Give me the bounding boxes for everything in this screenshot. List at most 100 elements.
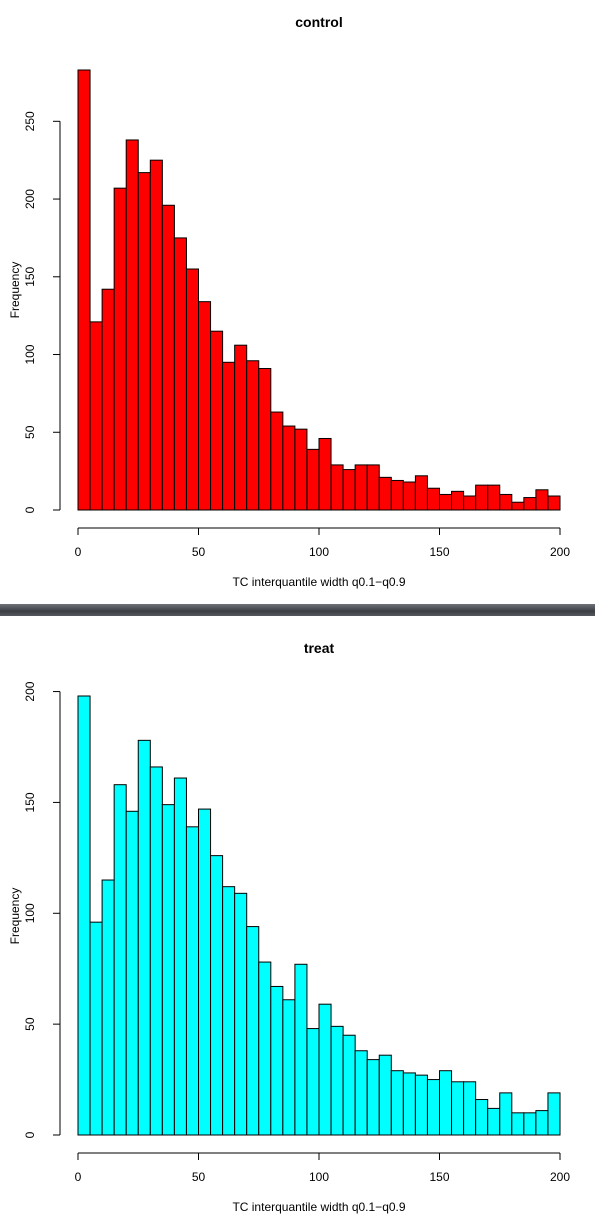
- bar: [149, 159, 163, 511]
- bar: [246, 926, 260, 1136]
- bar: [173, 237, 187, 511]
- bar: [222, 886, 236, 1136]
- bar: [113, 187, 127, 511]
- chart-title: control: [295, 14, 342, 30]
- x-tick-label: 100: [309, 545, 329, 559]
- bar: [89, 921, 103, 1136]
- y-tick-label: 50: [23, 425, 37, 439]
- y-axis: 0 50 100 150 200: [23, 681, 61, 1138]
- bar: [402, 481, 416, 511]
- bar: [258, 368, 272, 511]
- bar: [318, 437, 332, 511]
- bar: [137, 172, 151, 511]
- bar: [390, 1070, 404, 1136]
- bar: [198, 808, 212, 1136]
- bar: [270, 411, 284, 511]
- bar: [101, 879, 115, 1136]
- x-tick-label: 50: [192, 1170, 206, 1184]
- bar: [499, 493, 513, 511]
- y-axis: 0 50 100 150 200 250: [23, 111, 61, 513]
- bar: [210, 330, 224, 511]
- bar: [185, 268, 199, 511]
- bar: [378, 476, 392, 511]
- bar: [378, 1054, 392, 1136]
- bar: [113, 784, 127, 1136]
- bar: [487, 1107, 501, 1136]
- bar: [511, 501, 525, 511]
- bar: [366, 1059, 380, 1136]
- chart-panel-treat: treat TC interquantile width q0.1−q0.9 F…: [0, 616, 595, 1226]
- bar: [246, 360, 260, 511]
- bar: [451, 490, 465, 511]
- y-tick-label: 100: [23, 344, 37, 364]
- y-tick-label: 200: [23, 189, 37, 209]
- bar: [161, 204, 175, 511]
- x-tick-label: 0: [75, 545, 82, 559]
- bar: [547, 1092, 561, 1136]
- x-axis: 0 50 100 150 200: [75, 527, 570, 559]
- x-tick-label: 200: [550, 545, 570, 559]
- bar: [149, 766, 163, 1136]
- bar: [475, 484, 489, 511]
- bar: [77, 695, 91, 1136]
- histogram-treat: treat TC interquantile width q0.1−q0.9 F…: [8, 640, 571, 1214]
- bar: [426, 487, 441, 511]
- bar: [439, 493, 453, 511]
- x-tick-label: 150: [429, 1170, 449, 1184]
- bar: [535, 1110, 549, 1136]
- bar: [547, 495, 561, 511]
- bar: [463, 1081, 477, 1136]
- x-tick-label: 50: [192, 545, 206, 559]
- bar: [282, 425, 296, 511]
- y-tick-label: 200: [23, 681, 37, 701]
- bar: [366, 464, 380, 511]
- bar: [451, 1081, 465, 1136]
- bar: [306, 1028, 320, 1136]
- bar: [306, 448, 320, 511]
- bar: [234, 344, 248, 511]
- y-tick-label: 0: [23, 506, 37, 513]
- bar: [330, 464, 344, 511]
- bar: [173, 777, 187, 1136]
- bar: [258, 961, 272, 1136]
- bar: [137, 739, 151, 1136]
- chart-panel-control: control TC interquantile width q0.1−q0.9…: [0, 0, 595, 604]
- chart-title: treat: [304, 640, 335, 656]
- y-tick-label: 0: [23, 1131, 37, 1138]
- x-tick-label: 150: [429, 545, 449, 559]
- bar: [270, 985, 284, 1136]
- bar: [342, 469, 356, 511]
- x-axis-label: TC interquantile width q0.1−q0.9: [232, 1200, 405, 1214]
- bar: [463, 495, 477, 511]
- bar: [101, 288, 115, 511]
- bar: [342, 1034, 356, 1136]
- bar: [523, 1112, 537, 1136]
- bar: [523, 497, 537, 511]
- bar: [402, 1072, 416, 1136]
- x-axis: 0 50 100 150 200: [75, 1152, 570, 1184]
- bar: [535, 489, 549, 511]
- bar: [294, 963, 308, 1136]
- bar: [210, 855, 224, 1136]
- bar: [354, 1050, 368, 1136]
- bar: [222, 361, 236, 511]
- bars: [77, 695, 561, 1136]
- bar: [161, 804, 175, 1136]
- bar: [475, 1099, 489, 1136]
- x-tick-label: 200: [550, 1170, 570, 1184]
- bar: [185, 826, 199, 1136]
- bar: [511, 1112, 525, 1136]
- bar: [426, 1079, 441, 1136]
- bar: [125, 810, 139, 1136]
- y-tick-label: 100: [23, 903, 37, 923]
- bar: [390, 479, 404, 511]
- bar: [414, 1074, 428, 1136]
- bar: [354, 464, 368, 511]
- bar: [439, 1070, 453, 1136]
- y-tick-label: 150: [23, 266, 37, 286]
- bar: [414, 475, 428, 511]
- y-axis-label: Frequency: [8, 262, 22, 319]
- bar: [499, 1092, 513, 1136]
- x-tick-label: 0: [75, 1170, 82, 1184]
- y-tick-label: 250: [23, 111, 37, 131]
